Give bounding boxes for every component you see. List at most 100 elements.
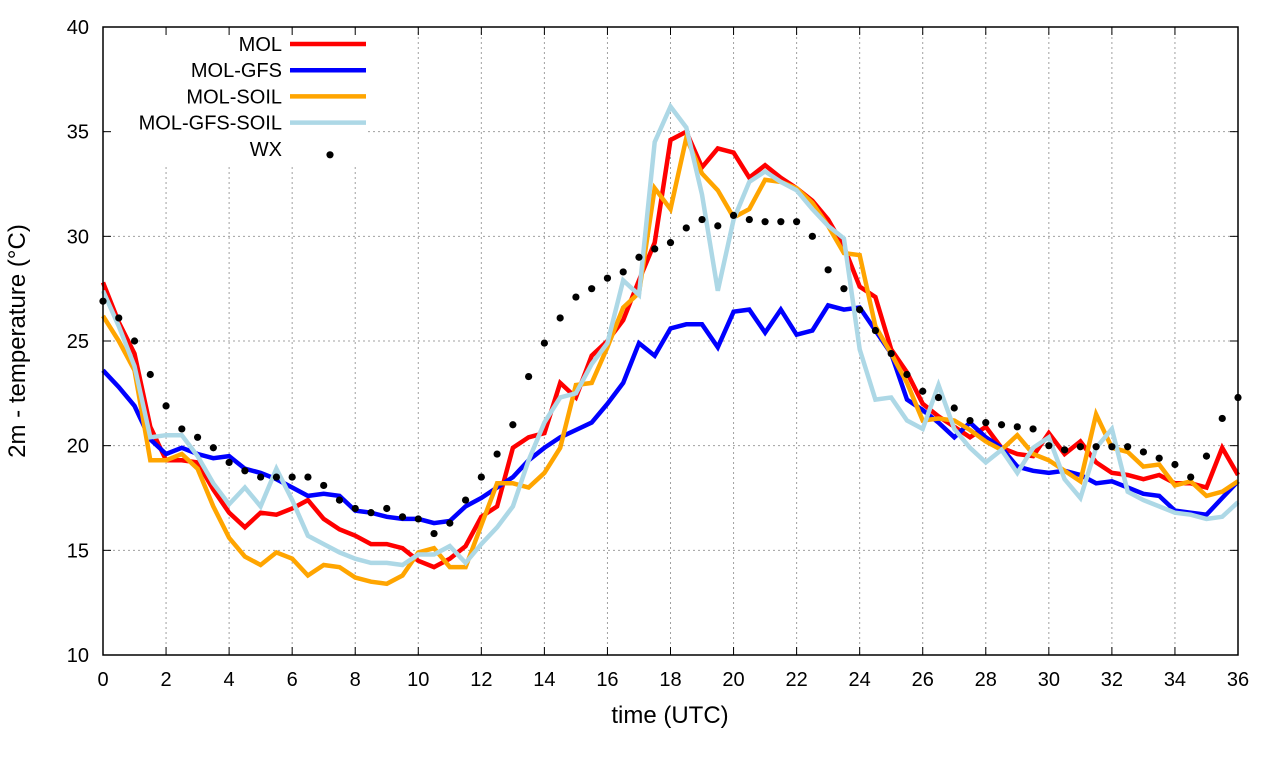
x-tick-label: 18 — [659, 669, 681, 691]
ticks: 0 2 4 6 8 10 12 14 16 18 20 22 24 26 28 30 32 34 361015202… — [67, 17, 1249, 691]
series-line-mol-soil — [101, 130, 1240, 587]
x-tick-label: 30 — [1038, 669, 1060, 691]
data-point-wx — [288, 473, 296, 481]
data-point-wx — [919, 387, 927, 395]
data-point-wx — [1155, 454, 1163, 462]
data-point-wx — [887, 349, 895, 358]
data-point-wx — [824, 266, 832, 274]
data-point-wx — [871, 326, 880, 335]
data-point-wx — [1045, 442, 1053, 450]
data-point-wx — [934, 393, 943, 402]
data-point-wx — [793, 218, 801, 226]
x-tick-label: 12 — [470, 669, 492, 691]
x-tick-label: 24 — [849, 669, 871, 691]
data-point-wx — [130, 337, 139, 345]
data-point-wx — [966, 416, 974, 425]
y-tick-label: 25 — [67, 331, 89, 353]
x-tick-label: 2 — [160, 669, 171, 691]
x-tick-label: 36 — [1227, 669, 1249, 691]
legend-label-mol-gfs: MOL-GFS — [191, 60, 282, 82]
data-point-wx — [808, 232, 816, 240]
data-point-wx — [635, 253, 643, 261]
legend-swatch-wx — [326, 151, 334, 159]
data-point-wx — [493, 450, 501, 458]
data-point-wx — [777, 218, 785, 226]
data-point-wx — [1029, 425, 1037, 433]
data-point-wx — [603, 274, 612, 282]
series-layer — [99, 102, 1242, 587]
legend-label-mol: MOL — [239, 34, 282, 56]
data-point-wx — [856, 306, 864, 314]
x-tick-label: 0 — [97, 669, 108, 691]
x-tick-label: 28 — [975, 669, 997, 691]
y-tick-label: 35 — [67, 122, 89, 144]
data-point-wx — [540, 339, 548, 347]
legend-label-mol-gfs-soil: MOL-GFS-SOIL — [139, 113, 282, 135]
data-point-wx — [367, 509, 375, 517]
x-tick-label: 26 — [912, 669, 934, 691]
data-point-wx — [225, 458, 233, 467]
data-point-wx — [682, 224, 690, 232]
data-point-wx — [320, 481, 328, 490]
data-point-wx — [272, 473, 281, 481]
data-point-wx — [588, 285, 596, 293]
x-tick-label: 22 — [785, 669, 807, 691]
data-point-wx — [556, 314, 564, 322]
data-point-wx — [461, 496, 470, 504]
series-line-mol-gfs — [101, 302, 1240, 526]
x-tick-label: 20 — [722, 669, 744, 691]
x-tick-label: 4 — [224, 669, 235, 691]
x-tick-label: 16 — [596, 669, 618, 691]
data-point-wx — [698, 215, 706, 224]
data-point-wx — [193, 433, 202, 441]
data-point-wx — [1076, 443, 1084, 451]
legend: MOL MOL-GFS MOL-SOIL MOL-GFS-SOIL WX — [139, 34, 366, 161]
data-point-wx — [840, 285, 848, 293]
data-point-wx — [997, 421, 1006, 429]
data-point-wx — [178, 425, 186, 433]
series-line-mol — [100, 128, 1240, 570]
data-point-wx — [304, 473, 312, 481]
data-point-wx — [714, 222, 722, 230]
data-point-wx — [619, 268, 627, 276]
data-point-wx — [430, 529, 438, 538]
data-point-wx — [241, 467, 249, 475]
data-point-wx — [761, 218, 769, 226]
data-point-wx — [257, 473, 265, 481]
data-point-wx — [1092, 443, 1100, 451]
data-point-wx — [1060, 446, 1069, 454]
x-tick-label: 6 — [287, 669, 298, 691]
x-tick-label: 8 — [350, 669, 361, 691]
data-point-wx — [1187, 473, 1195, 481]
data-point-wx — [335, 496, 344, 504]
data-point-wx — [398, 513, 407, 521]
x-tick-label: 34 — [1164, 669, 1186, 691]
data-point-wx — [351, 504, 359, 513]
y-tick-label: 15 — [67, 540, 89, 562]
data-point-wx — [162, 402, 170, 410]
y-tick-label: 30 — [67, 226, 89, 248]
data-point-wx — [477, 473, 485, 481]
data-point-wx — [525, 372, 533, 381]
x-axis-label: time (UTC) — [611, 702, 728, 729]
data-point-wx — [446, 519, 454, 527]
data-point-wx — [115, 314, 123, 322]
data-point-wx — [1202, 452, 1211, 460]
data-point-wx — [1124, 443, 1132, 451]
data-point-wx — [982, 419, 990, 427]
data-point-wx — [729, 211, 738, 219]
data-point-wx — [745, 215, 753, 224]
data-point-wx — [414, 515, 422, 523]
x-tick-label: 14 — [533, 669, 555, 691]
data-point-wx — [903, 370, 911, 379]
legend-label-wx: WX — [250, 139, 282, 161]
data-point-wx — [950, 404, 958, 412]
data-point-wx — [1171, 460, 1179, 469]
y-tick-label: 40 — [67, 17, 89, 39]
legend-label-mol-soil: MOL-SOIL — [186, 86, 282, 108]
y-tick-label: 10 — [67, 645, 89, 667]
data-point-wx — [572, 293, 580, 301]
data-point-wx — [383, 504, 391, 513]
x-tick-label: 10 — [407, 669, 429, 691]
